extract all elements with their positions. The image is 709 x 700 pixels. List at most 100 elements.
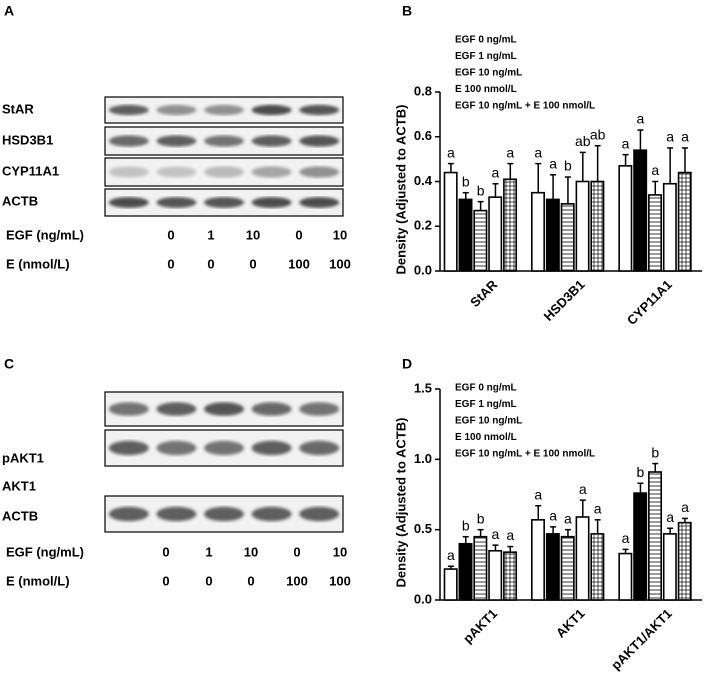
condition-value: 10 <box>333 227 347 242</box>
condition-value: 100 <box>288 256 310 271</box>
blot-row-label: pAKT1 <box>2 450 44 465</box>
panel-label: B <box>402 3 412 19</box>
bar <box>443 568 458 601</box>
significance-letter: a <box>651 162 659 178</box>
bar <box>443 171 458 272</box>
y-axis-label: Density (Adjusted to ACTB) <box>393 105 408 275</box>
bar <box>560 535 575 601</box>
condition-value: 0 <box>205 573 212 588</box>
y-tick-label: 0.8 <box>414 83 432 98</box>
legend-entry: EGF 10 ng/mL <box>455 416 522 427</box>
panel-label: D <box>402 356 412 372</box>
legend-entry: EGF 1 ng/mL <box>455 51 517 62</box>
legend-entry: EGF 10 ng/mL <box>455 68 522 79</box>
significance-letter: ab <box>590 126 606 142</box>
significance-letter: b <box>462 517 470 533</box>
bar <box>545 533 560 601</box>
bar <box>560 203 575 272</box>
condition-label: EGF (ng/mL) <box>6 544 84 559</box>
condition-value: 10 <box>244 544 258 559</box>
significance-letter: a <box>492 526 500 542</box>
blot-row-label: CYP11A1 <box>2 163 59 178</box>
bar <box>648 194 662 272</box>
condition-label: EGF (ng/mL) <box>6 227 84 242</box>
significance-letter: a <box>506 527 514 543</box>
condition-value: 10 <box>246 227 260 242</box>
bar <box>458 542 473 601</box>
significance-letter: b <box>564 158 572 174</box>
blot-band <box>204 166 244 178</box>
significance-letter: a <box>549 508 557 524</box>
significance-letter: a <box>506 144 514 160</box>
bar <box>473 209 488 272</box>
bar <box>662 182 677 272</box>
condition-value: 0 <box>295 227 302 242</box>
y-axis-label: Density (Adjusted to ACTB) <box>393 418 408 588</box>
blot-band <box>204 440 244 456</box>
blot-band <box>251 135 292 147</box>
bar <box>503 551 518 601</box>
blot-band <box>299 440 340 456</box>
condition-value: 0 <box>167 227 174 242</box>
x-tick-label: CYP11A1 <box>624 277 675 328</box>
blot-band <box>156 197 197 208</box>
bar <box>648 471 662 601</box>
blot-band <box>108 402 149 416</box>
bar <box>677 171 692 272</box>
bar <box>633 492 648 601</box>
blot-band <box>204 402 244 416</box>
y-tick-label: 0.5 <box>414 521 432 536</box>
blot-band <box>156 104 197 116</box>
x-tick-label: pAKT1/AKT1 <box>608 606 675 673</box>
bar <box>575 180 590 272</box>
bar <box>662 533 677 601</box>
bar <box>545 198 560 272</box>
x-tick-label: HSD3B1 <box>541 277 588 324</box>
significance-letter: ab <box>575 133 591 149</box>
significance-letter: a <box>534 144 542 160</box>
legend-entry: E 100 nmol/L <box>455 84 517 95</box>
blot-band <box>299 166 340 178</box>
condition-value: 10 <box>333 544 347 559</box>
condition-value: 0 <box>249 256 256 271</box>
condition-value: 1 <box>207 227 214 242</box>
blot-band <box>156 135 197 147</box>
significance-letter: a <box>564 510 572 526</box>
significance-letter: b <box>462 173 470 189</box>
significance-letter: a <box>637 111 645 127</box>
condition-value: 100 <box>286 573 308 588</box>
bar <box>590 533 605 601</box>
significance-letter: a <box>492 164 500 180</box>
bar <box>531 191 545 272</box>
condition-value: 1 <box>205 544 212 559</box>
condition-value: 0 <box>162 573 169 588</box>
significance-letter: a <box>681 129 689 145</box>
panel-label: C <box>4 356 14 372</box>
significance-letter: b <box>477 182 485 198</box>
blot-band <box>108 506 149 522</box>
y-tick-label: 0.0 <box>414 262 432 277</box>
y-tick-label: 0.6 <box>414 128 432 143</box>
blot-band <box>108 166 149 178</box>
blot-row-label: ACTB <box>2 508 38 523</box>
blot-band <box>108 440 149 456</box>
bar <box>531 519 545 601</box>
bar <box>618 165 633 272</box>
blot-band <box>108 197 149 208</box>
y-tick-label: 0.0 <box>414 591 432 606</box>
blot-row-label: HSD3B1 <box>2 132 53 147</box>
significance-letter: a <box>666 129 674 145</box>
significance-letter: a <box>666 509 674 525</box>
blot-band <box>251 197 292 208</box>
condition-value: 100 <box>329 573 351 588</box>
significance-letter: a <box>681 499 689 515</box>
significance-letter: a <box>549 155 557 171</box>
blot-band <box>299 506 340 522</box>
bar <box>488 549 503 601</box>
x-tick-label: pAKT1 <box>460 606 500 646</box>
legend-entry: E 100 nmol/L <box>455 432 517 443</box>
legend-entry: EGF 10 ng/mL + E 100 nmol/L <box>455 449 595 460</box>
condition-value: 100 <box>329 256 351 271</box>
significance-letter: a <box>622 530 630 546</box>
